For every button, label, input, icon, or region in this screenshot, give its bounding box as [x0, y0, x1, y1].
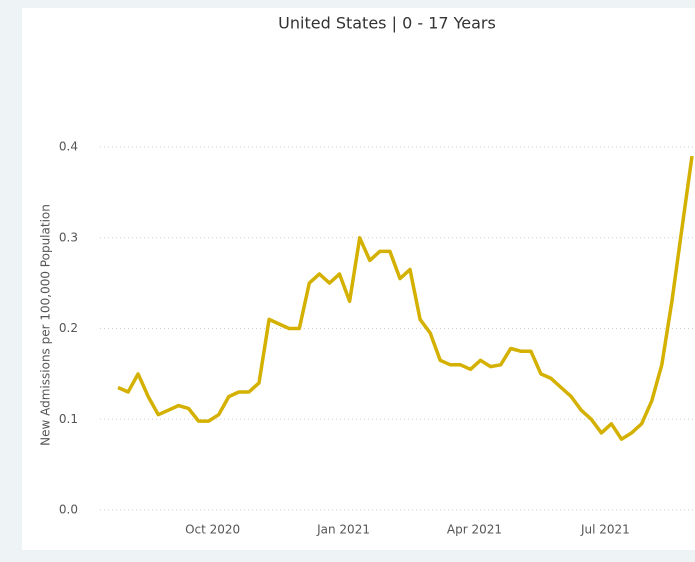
x-tick-label: Jan 2021	[316, 523, 370, 537]
y-tick-label: 0.0	[59, 503, 78, 517]
chart-title: United States | 0 - 17 Years	[278, 14, 496, 33]
x-tick-label: Apr 2021	[447, 523, 502, 537]
y-tick-label: 0.3	[59, 230, 78, 244]
x-tick-label: Oct 2020	[185, 523, 240, 537]
y-tick-label: 0.2	[59, 321, 78, 335]
y-tick-label: 0.1	[59, 412, 78, 426]
data-line	[117, 155, 694, 441]
y-tick-label: 0.4	[59, 140, 78, 154]
panel	[22, 8, 695, 550]
x-tick-label: Jul 2021	[580, 523, 630, 537]
y-axis-label: New Admissions per 100,000 Population	[39, 204, 53, 446]
